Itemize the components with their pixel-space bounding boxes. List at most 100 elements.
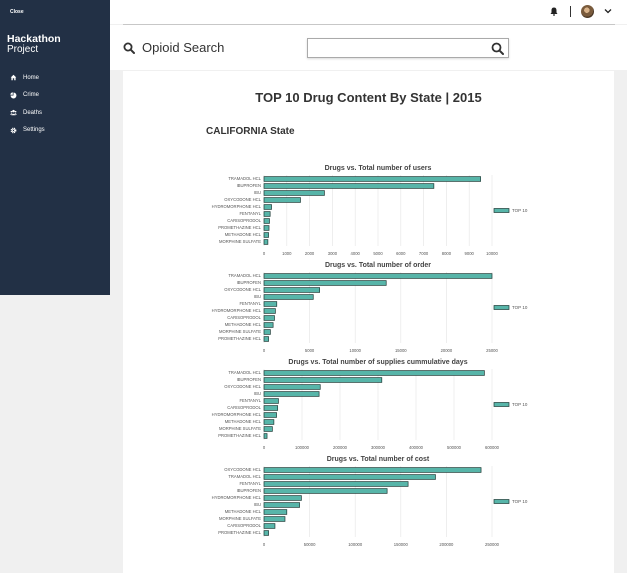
- x-tick-label: 200000: [439, 542, 454, 547]
- sidebar-item-crime[interactable]: Crime: [10, 87, 45, 105]
- y-tick-label: METHADONE HCL: [225, 509, 262, 514]
- x-tick-label: 200000: [333, 445, 348, 450]
- x-tick-label: 50000: [304, 542, 316, 547]
- y-tick-label: OXYCODONE HCL: [224, 384, 261, 389]
- home-icon: [10, 74, 17, 81]
- bar: [263, 322, 274, 328]
- bar: [263, 280, 387, 286]
- bar: [263, 294, 314, 300]
- bar: [263, 516, 286, 522]
- y-tick-label: IBU: [254, 294, 261, 299]
- y-tick-label: FENTANYL: [239, 301, 261, 306]
- y-tick-label: PROMETHAZINE HCL: [218, 336, 261, 341]
- y-tick-label: HYDROMORPHONE HCL: [212, 204, 262, 209]
- chart-supply-days: Drugs vs. Total number of supplies cummu…: [183, 357, 563, 453]
- y-tick-label: MORPHINE SULFATE: [219, 329, 261, 334]
- bar: [263, 481, 409, 487]
- legend-label: TOP 10: [512, 208, 528, 213]
- chart-title: Drugs vs. Total number of supplies cummu…: [288, 359, 467, 366]
- bar: [263, 308, 276, 314]
- y-tick-label: TRAMADOL HCL: [228, 273, 261, 278]
- x-tick-label: 4000: [351, 251, 361, 256]
- bar: [263, 509, 288, 515]
- chevron-down-icon[interactable]: [604, 8, 612, 14]
- x-tick-label: 400000: [409, 445, 424, 450]
- bar: [263, 433, 268, 439]
- state-heading: CALIFORNIA State: [206, 126, 295, 137]
- gear-icon: [10, 127, 17, 134]
- divider: [570, 6, 571, 17]
- y-tick-label: TRAMADOL HCL: [228, 474, 261, 479]
- y-tick-label: MORPHINE SULFATE: [219, 239, 261, 244]
- x-tick-label: 0: [263, 251, 266, 256]
- y-tick-label: OXYCODONE HCL: [224, 467, 261, 472]
- x-tick-label: 500000: [447, 445, 462, 450]
- y-tick-label: IBUPROFEN: [237, 377, 261, 382]
- y-tick-label: FENTANYL: [239, 481, 261, 486]
- brand-title: Hackathon: [7, 33, 61, 45]
- sidebar-item-label: Deaths: [23, 109, 43, 116]
- x-tick-label: 9000: [465, 251, 475, 256]
- y-tick-label: METHADONE HCL: [225, 232, 262, 237]
- bar: [263, 398, 279, 404]
- sidebar-item-settings[interactable]: Settings: [10, 122, 45, 140]
- bar: [263, 176, 481, 182]
- x-tick-label: 600000: [485, 445, 500, 450]
- bar: [263, 218, 270, 224]
- bar: [263, 419, 275, 425]
- search-icon[interactable]: [491, 42, 504, 55]
- x-tick-label: 100000: [295, 445, 310, 450]
- chart-orders: Drugs vs. Total number of order 0 5000 1000…: [183, 260, 563, 356]
- y-tick-label: PROMETHAZINE HCL: [218, 225, 261, 230]
- bar: [263, 488, 388, 494]
- y-tick-label: TRAMADOL HCL: [228, 370, 261, 375]
- x-tick-label: 20000: [441, 348, 453, 353]
- chart-svg: Drugs vs. Total number of users 0 1000 2000…: [212, 165, 528, 256]
- search-icon: [123, 42, 135, 54]
- bar: [263, 225, 270, 231]
- legend-swatch: [493, 402, 510, 407]
- avatar[interactable]: [581, 5, 594, 18]
- close-button[interactable]: Close: [10, 9, 24, 15]
- bar: [263, 502, 300, 508]
- y-tick-label: CARISOPRODOL: [227, 405, 261, 410]
- y-tick-label: METHADONE HCL: [225, 419, 262, 424]
- x-tick-label: 2000: [305, 251, 315, 256]
- bar: [263, 495, 302, 501]
- sidebar: Close Hackathon Project Home Crime Death…: [0, 0, 110, 295]
- chart-svg: Drugs vs. Total number of supplies cummu…: [212, 359, 528, 450]
- y-tick-label: MORPHINE SULFATE: [219, 516, 261, 521]
- sidebar-item-label: Home: [23, 74, 40, 81]
- legend-swatch: [493, 499, 510, 504]
- y-tick-label: OXYCODONE HCL: [224, 287, 261, 292]
- bell-icon[interactable]: [550, 7, 558, 16]
- search-box: [307, 38, 509, 60]
- x-tick-label: 1000: [282, 251, 292, 256]
- bar: [263, 523, 276, 529]
- bar: [263, 287, 320, 293]
- sidebar-item-label: Settings: [23, 127, 45, 134]
- bar: [263, 204, 272, 210]
- bar: [263, 370, 485, 376]
- legend-label: TOP 10: [512, 499, 528, 504]
- y-tick-label: IBU: [254, 391, 261, 396]
- y-tick-label: IBUPROFEN: [237, 488, 261, 493]
- page-title-text: Opioid Search: [142, 40, 225, 55]
- sidebar-item-home[interactable]: Home: [10, 69, 45, 87]
- bar: [263, 384, 321, 390]
- sidebar-item-deaths[interactable]: Deaths: [10, 104, 45, 122]
- x-tick-label: 6000: [396, 251, 406, 256]
- y-tick-label: IBU: [254, 190, 261, 195]
- bar: [263, 315, 275, 321]
- report-title: TOP 10 Drug Content By State | 2015: [255, 90, 482, 105]
- y-tick-label: CARISOPRODOL: [227, 315, 261, 320]
- users-icon: [10, 110, 17, 116]
- x-tick-label: 150000: [394, 542, 409, 547]
- x-tick-label: 3000: [328, 251, 338, 256]
- y-tick-label: HYDROMORPHONE HCL: [212, 495, 262, 500]
- search-input[interactable]: [308, 41, 488, 60]
- chart-users: Drugs vs. Total number of users 0 1000 2000…: [183, 163, 563, 259]
- x-tick-label: 10000: [349, 348, 361, 353]
- legend-label: TOP 10: [512, 305, 528, 310]
- bar: [263, 183, 435, 189]
